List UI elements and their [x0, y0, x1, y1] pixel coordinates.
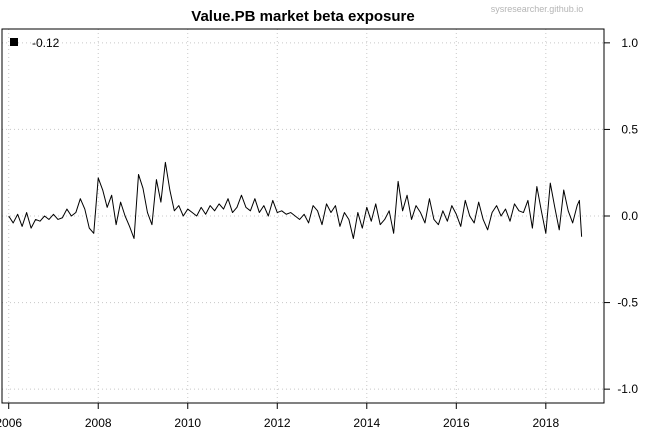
- legend-swatch: [10, 38, 18, 46]
- x-tick-label: 2016: [443, 416, 470, 430]
- watermark: sysresearcher.github.io: [491, 4, 584, 14]
- chart-title: Value.PB market beta exposure: [191, 8, 414, 25]
- x-tick-label: 2012: [264, 416, 291, 430]
- x-tick-label: 2018: [532, 416, 559, 430]
- x-tick-label: 2008: [85, 416, 112, 430]
- y-tick-label: 1.0: [621, 36, 638, 50]
- legend: -0.12: [10, 36, 60, 50]
- y-tick-label: -1.0: [617, 382, 638, 396]
- y-tick-label: 0.0: [621, 209, 638, 223]
- y-tick-label: 0.5: [621, 122, 638, 136]
- x-tick-label: 2010: [174, 416, 201, 430]
- y-axis: -1.0 -0.5 0.0 0.5 1.0: [604, 36, 638, 396]
- x-tick-label: 2014: [353, 416, 380, 430]
- series-line: [8, 161, 583, 240]
- y-tick-label: -0.5: [617, 296, 638, 310]
- series-layer: [8, 161, 583, 240]
- x-axis: 2006 2008 2010 2012 2014 2016 2018: [0, 403, 559, 430]
- x-tick-label: 2006: [0, 416, 22, 430]
- legend-label: -0.12: [32, 36, 60, 50]
